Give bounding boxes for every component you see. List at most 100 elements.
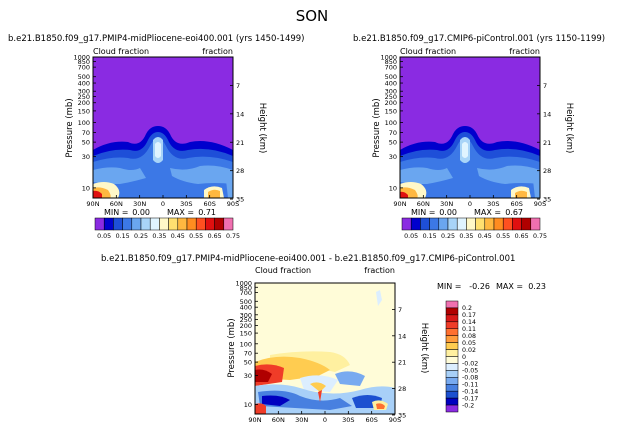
panel-b-colorbar: 0.05 0.15 0.25 0.35 0.45 0.55 0.65 0.75	[401, 217, 547, 240]
colorbar-label: -0.11	[462, 382, 478, 389]
y-tick-label: 1000	[380, 54, 397, 62]
colorbar-label: 0.55	[189, 233, 203, 240]
panel-c-right-label: fraction	[364, 266, 395, 275]
panel-a-max-label: MAX =	[167, 208, 194, 217]
panel-b-left-label: Cloud fraction	[400, 47, 456, 56]
y2-tick-label: 35	[236, 196, 244, 204]
x-tick-label: 90S	[534, 200, 546, 208]
colorbar-swatch	[445, 397, 459, 406]
y2-tick-label: 28	[236, 167, 244, 175]
y2-tick-label: 14	[236, 110, 244, 118]
x-tick-label: 90S	[389, 416, 401, 424]
panel-c-y2label: Height (km)	[419, 323, 429, 374]
panel-b-y2label: Height (km)	[564, 103, 574, 154]
panel-c-min-label: MIN =	[437, 282, 462, 291]
y-tick-label: 70	[389, 129, 397, 137]
colorbar-label: -0.2	[462, 402, 474, 409]
panel-c-min-value: -0.26	[469, 282, 490, 291]
colorbar-label: 0.08	[462, 333, 476, 340]
y-tick-label: 70	[244, 350, 252, 358]
colorbar-swatch	[410, 217, 421, 231]
panel-c-ylabel: Pressure (mb)	[227, 318, 237, 377]
y2-tick-label: 7	[543, 82, 547, 90]
y-tick-label: 30	[244, 372, 252, 380]
colorbar-swatch	[103, 217, 114, 231]
colorbar-swatch	[512, 217, 522, 231]
colorbar-label: 0.65	[208, 233, 222, 240]
y-tick-label: 200	[385, 99, 397, 107]
panel-c-colorbar: 0.20.170.140.110.080.050.020-0.02-0.05-0…	[445, 300, 478, 413]
colorbar-swatch	[445, 390, 459, 399]
colorbar-swatch	[214, 217, 225, 231]
y-tick-label: 400	[240, 304, 252, 312]
colorbar-label: 0.75	[533, 233, 547, 240]
panel-a-ylabel: Pressure (mb)	[65, 98, 75, 157]
colorbar-swatch	[445, 377, 459, 385]
y-tick-label: 50	[244, 359, 252, 367]
y-tick-label: 250	[78, 93, 90, 101]
x-tick-label: 30S	[180, 200, 192, 208]
y-tick-label: 300	[240, 311, 252, 319]
y2-tick-label: 28	[398, 385, 406, 393]
x-tick-label: 0	[468, 200, 472, 208]
colorbar-label: 0.14	[462, 319, 476, 326]
colorbar-label: 0.15	[423, 233, 437, 240]
colorbar-swatch	[445, 370, 459, 378]
y2-tick-label: 35	[398, 412, 406, 420]
panel-c-xticks: 90N 60N 30N 0 30S 60S 90S	[248, 411, 401, 424]
y-tick-label: 50	[389, 139, 397, 147]
colorbar-swatch	[445, 404, 459, 413]
colorbar-swatch	[149, 217, 160, 231]
y-tick-label: 10	[244, 401, 252, 409]
y-tick-label: 100	[385, 119, 397, 127]
y-tick-label: 150	[240, 330, 252, 338]
colorbar-swatch	[223, 217, 234, 231]
colorbar-swatch	[447, 217, 458, 231]
colorbar-label: 0.65	[515, 233, 529, 240]
panel-b-xticks: 90N 60N 30N 0 30S 60S 90S	[393, 195, 546, 208]
y-tick-label: 200	[78, 99, 90, 107]
colorbar-swatch	[168, 217, 179, 231]
y-tick-label: 700	[78, 64, 90, 72]
y2-tick-label: 21	[398, 359, 406, 367]
x-tick-label: 60N	[417, 200, 430, 208]
panel-b-right-label: fraction	[509, 47, 540, 56]
colorbar-swatch	[445, 342, 459, 350]
x-tick-label: 90S	[227, 200, 239, 208]
colorbar-swatch	[502, 217, 513, 231]
y2-tick-label: 21	[543, 139, 551, 147]
x-tick-label: 90N	[248, 416, 261, 424]
y-tick-label: 150	[385, 107, 397, 115]
colorbar-label: 0.05	[462, 340, 476, 347]
colorbar-label: 0.11	[462, 326, 476, 333]
y-tick-label: 30	[82, 153, 90, 161]
y-tick-label: 300	[78, 88, 90, 96]
y-tick-label: 70	[82, 129, 90, 137]
colorbar-label: 0.02	[462, 347, 476, 354]
x-tick-label: 30N	[133, 200, 146, 208]
colorbar-swatch	[530, 217, 541, 231]
y-tick-label: 300	[385, 88, 397, 96]
y-tick-label: 200	[240, 322, 252, 330]
colorbar-label: -0.14	[462, 388, 478, 395]
x-tick-label: 60S	[510, 200, 522, 208]
y-tick-label: 250	[385, 93, 397, 101]
colorbar-swatch	[521, 217, 532, 231]
colorbar-swatch	[466, 217, 476, 231]
panel-a-xticks: 90N 60N 30N 0 30S 60S 90S	[86, 195, 239, 208]
x-tick-label: 90N	[86, 200, 99, 208]
panel-a-field	[93, 57, 233, 198]
panel-b-field	[400, 57, 540, 198]
y-tick-label: 1000	[73, 54, 90, 62]
colorbar-swatch	[205, 217, 215, 231]
y-tick-label: 500	[385, 73, 397, 81]
x-tick-label: 30N	[295, 416, 308, 424]
panel-b-title: b.e21.B1850.f09_g17.CMIP6-piControl.001 …	[353, 34, 605, 44]
colorbar-swatch	[445, 300, 459, 309]
colorbar-label: 0.35	[152, 233, 166, 240]
x-tick-label: 0	[323, 416, 327, 424]
colorbar-swatch	[445, 349, 459, 357]
colorbar-label: 0.2	[462, 305, 472, 312]
